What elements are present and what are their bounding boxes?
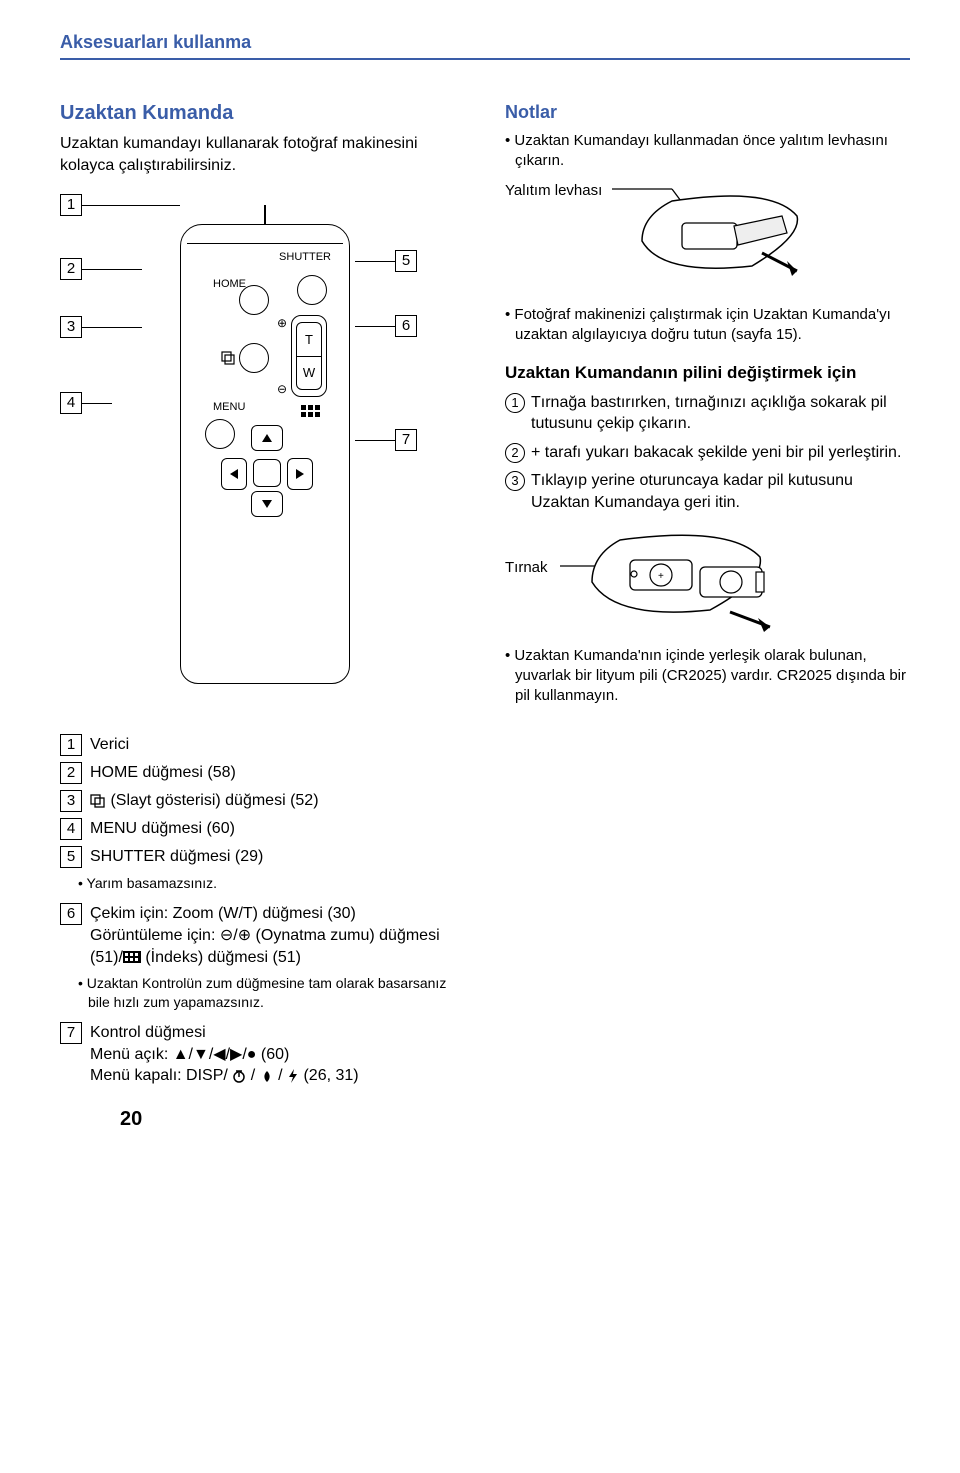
left-column: Uzaktan Kumanda Uzaktan kumandayı kullan…: [60, 100, 465, 1092]
item-2: HOME düğmesi (58): [90, 762, 465, 784]
slideshow-icon: [221, 347, 235, 366]
timer-icon: [228, 1067, 251, 1084]
item-2-num: 2: [60, 762, 82, 784]
zoom-t: T: [297, 323, 321, 357]
note-2: Fotoğraf makinenizi çalıştırmak için Uza…: [505, 305, 910, 346]
callout-3: 3: [60, 316, 82, 338]
item-4-num: 4: [60, 818, 82, 840]
remote-body: SHUTTER HOME MENU ⊕ ⊖ T W: [180, 224, 350, 684]
index-icon-inline: [123, 951, 141, 963]
label-shutter: SHUTTER: [279, 250, 331, 265]
item-5-num: 5: [60, 846, 82, 868]
zoom-out-icon-inline: ⊖: [220, 927, 233, 944]
step-2: + tarafı yukarı bakacak şekilde yeni bir…: [531, 441, 910, 464]
zoom-out-icon: ⊖: [277, 381, 287, 397]
callout-7: 7: [395, 429, 417, 451]
callout-4: 4: [60, 392, 82, 414]
callout-6: 6: [395, 315, 417, 337]
item-7: Kontrol düğmesi Menü açık: ▲/▼/◀/▶/● (60…: [90, 1022, 465, 1087]
page-section-header: Aksesuarları kullanma: [60, 30, 910, 60]
notes-title: Notlar: [505, 100, 910, 124]
label-menu: MENU: [213, 400, 245, 415]
insulation-label: Yalıtım levhası: [505, 181, 602, 201]
index-icon: [301, 405, 319, 417]
step-3-num: 3: [505, 471, 525, 491]
slideshow-icon-inline: [90, 794, 106, 808]
step-2-num: 2: [505, 443, 525, 463]
item-3-num: 3: [60, 790, 82, 812]
note-1: Uzaktan Kumandayı kullanmadan önce yalıt…: [505, 131, 910, 172]
svg-text:+: +: [658, 571, 664, 582]
item-5: SHUTTER düğmesi (29): [90, 846, 465, 868]
battery-illustration: Tırnak +: [505, 522, 910, 632]
shutter-button: [297, 275, 327, 305]
callout-1: 1: [60, 194, 82, 216]
zoom-w: W: [297, 357, 321, 390]
item-6-sub: Uzaktan Kontrolün zum düğmesine tam olar…: [78, 974, 465, 1012]
zoom-in-icon-inline: ⊕: [238, 927, 251, 944]
flash-icon: [283, 1067, 304, 1084]
item-3: (Slayt gösterisi) düğmesi (52): [90, 790, 465, 812]
slideshow-button: [239, 343, 269, 373]
item-7-num: 7: [60, 1022, 82, 1044]
item-5-sub: Yarım basamazsınız.: [78, 874, 465, 893]
macro-icon: [255, 1067, 278, 1084]
page-number: 20: [120, 1106, 142, 1133]
callout-5: 5: [395, 250, 417, 272]
remote-diagram: 1 2 3 4 5 6: [60, 194, 465, 714]
item-6-num: 6: [60, 903, 82, 925]
zoom-rocker: T W: [291, 315, 327, 397]
step-1: Tırnağa bastırırken, tırnağınızı açıklığ…: [531, 391, 910, 435]
insulation-illustration: Yalıtım levhası: [505, 181, 910, 291]
note-3: Uzaktan Kumanda'nın içinde yerleşik olar…: [505, 646, 910, 707]
item-4: MENU düğmesi (60): [90, 818, 465, 840]
tab-label: Tırnak: [505, 522, 548, 578]
item-1: Verici: [90, 734, 465, 756]
item-1-num: 1: [60, 734, 82, 756]
step-1-num: 1: [505, 393, 525, 413]
zoom-in-icon: ⊕: [277, 315, 287, 331]
right-column: Notlar Uzaktan Kumandayı kullanmadan önc…: [505, 100, 910, 1092]
item-6: Çekim için: Zoom (W/T) düğmesi (30) Görü…: [90, 903, 465, 968]
home-button: [239, 285, 269, 315]
callout-2: 2: [60, 258, 82, 280]
step-3: Tıklayıp yerine oturuncaya kadar pil kut…: [531, 469, 910, 513]
battery-title: Uzaktan Kumandanın pilini değiştirmek iç…: [505, 362, 910, 385]
remote-intro: Uzaktan kumandayı kullanarak fotoğraf ma…: [60, 133, 465, 176]
dpad: [221, 425, 313, 517]
remote-title: Uzaktan Kumanda: [60, 100, 465, 127]
